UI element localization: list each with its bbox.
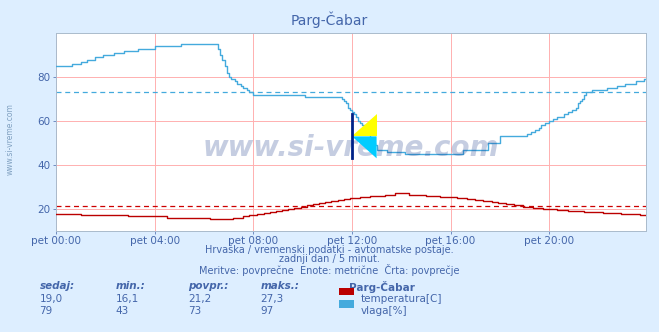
Text: min.:: min.: xyxy=(115,281,145,290)
Text: www.si-vreme.com: www.si-vreme.com xyxy=(203,134,499,162)
Polygon shape xyxy=(352,115,376,136)
Text: maks.:: maks.: xyxy=(260,281,299,290)
Text: 97: 97 xyxy=(260,306,273,316)
Text: povpr.:: povpr.: xyxy=(188,281,228,290)
Text: 21,2: 21,2 xyxy=(188,294,211,304)
Text: www.si-vreme.com: www.si-vreme.com xyxy=(5,104,14,175)
Text: 27,3: 27,3 xyxy=(260,294,283,304)
Text: sedaj:: sedaj: xyxy=(40,281,74,290)
Text: 43: 43 xyxy=(115,306,129,316)
Text: 73: 73 xyxy=(188,306,201,316)
Text: 79: 79 xyxy=(40,306,53,316)
Text: Meritve: povprečne  Enote: metrične  Črta: povprečje: Meritve: povprečne Enote: metrične Črta:… xyxy=(199,264,460,276)
Text: 19,0: 19,0 xyxy=(40,294,63,304)
Text: vlaga[%]: vlaga[%] xyxy=(360,306,407,316)
Text: Parg-Čabar: Parg-Čabar xyxy=(349,281,415,292)
Text: temperatura[C]: temperatura[C] xyxy=(360,294,442,304)
Text: 16,1: 16,1 xyxy=(115,294,138,304)
Text: Hrvaška / vremenski podatki - avtomatske postaje.: Hrvaška / vremenski podatki - avtomatske… xyxy=(205,244,454,255)
Polygon shape xyxy=(352,136,376,158)
Text: Parg-Čabar: Parg-Čabar xyxy=(291,12,368,28)
Text: zadnji dan / 5 minut.: zadnji dan / 5 minut. xyxy=(279,254,380,264)
